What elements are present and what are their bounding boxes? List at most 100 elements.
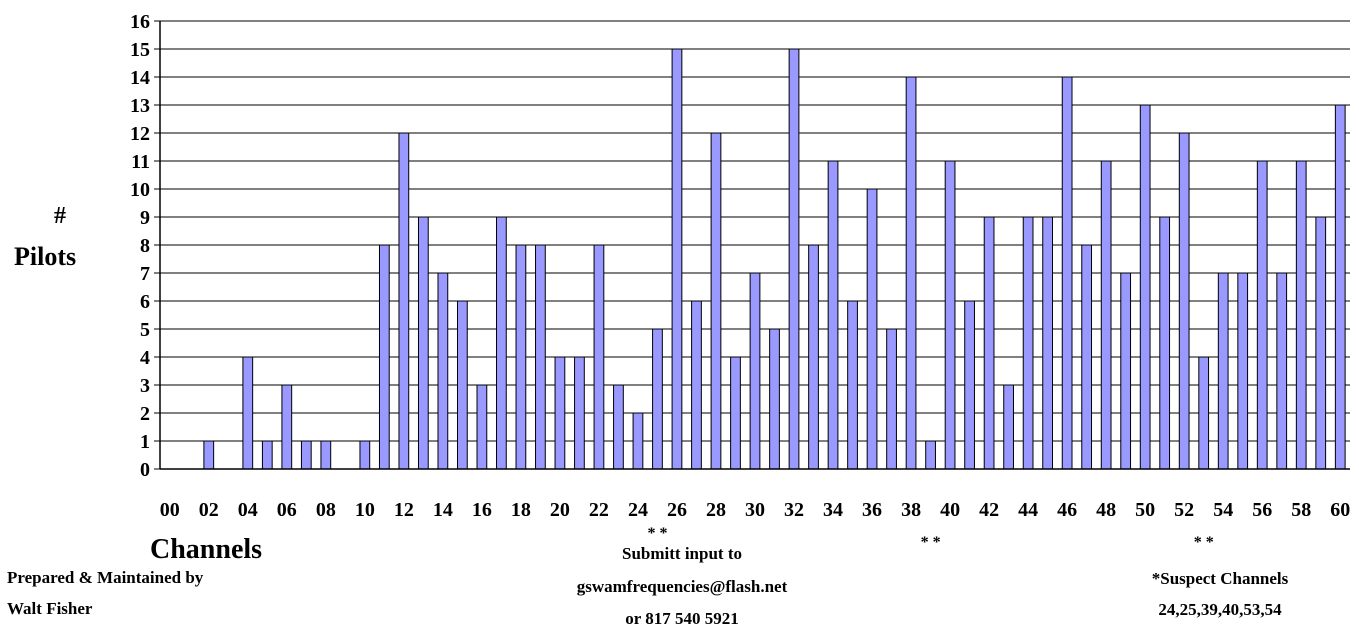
x-tick-label-54: 54	[1213, 499, 1233, 521]
y-tick-label: 9	[140, 207, 150, 229]
bar-33	[808, 244, 819, 470]
y-tick-label: 5	[140, 319, 150, 341]
bar-24	[632, 412, 644, 470]
bar-45	[1042, 216, 1053, 470]
bar-15	[457, 300, 468, 470]
axes	[154, 20, 1350, 470]
x-tick-label-02: 02	[199, 499, 219, 521]
bar-54	[1217, 272, 1229, 470]
prepared-by-line1: Prepared & Maintained by	[7, 568, 204, 587]
x-tick-label-28: 28	[706, 499, 726, 521]
submit-line1: Submitt input to	[622, 544, 742, 563]
bar-52	[1178, 132, 1190, 470]
y-tick-label: 7	[140, 263, 150, 285]
bar-42	[983, 216, 995, 470]
y-tick-label: 11	[131, 151, 150, 173]
x-tick-label-26: 26	[667, 499, 687, 521]
bar-16	[476, 384, 488, 470]
x-axis-label: Channels	[150, 534, 263, 565]
x-tick-label-36: 36	[862, 499, 882, 521]
y-axis-label-hash: #	[54, 203, 66, 229]
bar-55	[1237, 272, 1249, 470]
bar-08	[320, 440, 332, 470]
bar-50	[1139, 104, 1151, 470]
bar-32	[788, 48, 800, 470]
bar-02	[203, 440, 215, 470]
bar-56	[1256, 160, 1268, 470]
suspect-marks: * * * * * *	[647, 525, 1213, 551]
x-tick-label-00: 00	[160, 499, 180, 521]
bar-36	[866, 188, 878, 470]
bar-31	[769, 328, 780, 470]
prepared-by-line2: Walt Fisher	[7, 599, 93, 618]
bar-48	[1100, 160, 1112, 470]
bar-28	[710, 132, 722, 470]
x-tick-label-06: 06	[277, 499, 297, 521]
y-tick-label: 3	[140, 375, 150, 397]
bar-47	[1081, 244, 1093, 470]
bar-37	[886, 328, 897, 470]
bar-46	[1061, 76, 1073, 470]
y-tick-label: 15	[130, 39, 150, 61]
bar-44	[1022, 216, 1034, 470]
suspect-channels-title: *Suspect Channels	[1151, 569, 1289, 588]
bar-06	[281, 384, 293, 470]
x-tick-label-40: 40	[940, 499, 960, 521]
bar-53	[1198, 356, 1210, 470]
x-tick-label-34: 34	[823, 499, 843, 521]
bar-40	[944, 160, 956, 470]
y-tick-label: 14	[130, 67, 150, 89]
bar-18	[515, 244, 527, 470]
x-tick-label-58: 58	[1291, 499, 1311, 521]
suspect-mark: * *	[921, 534, 941, 551]
bar-59	[1315, 216, 1327, 470]
x-tick-label-16: 16	[472, 499, 492, 521]
suspect-mark: * *	[1194, 534, 1214, 551]
bar-19	[535, 244, 546, 470]
bar-series	[203, 48, 1346, 470]
bar-29	[730, 356, 741, 470]
submit-phone: or 817 540 5921	[625, 609, 739, 628]
x-tick-label-52: 52	[1174, 499, 1194, 521]
bar-49	[1120, 272, 1132, 470]
bar-23	[613, 384, 624, 470]
bar-51	[1159, 216, 1171, 470]
bar-04	[242, 356, 254, 470]
bar-60	[1334, 104, 1346, 470]
x-tick-label-10: 10	[355, 499, 375, 521]
bar-17	[496, 216, 507, 470]
bar-07	[300, 440, 312, 470]
bar-12	[398, 132, 410, 470]
x-tick-label-46: 46	[1057, 499, 1077, 521]
bar-30	[749, 272, 761, 470]
y-tick-label: 12	[130, 123, 150, 145]
bar-41	[964, 300, 975, 470]
y-tick-label: 1	[140, 431, 150, 453]
x-tick-label-42: 42	[979, 499, 999, 521]
bar-27	[691, 300, 702, 470]
bar-43	[1003, 384, 1014, 470]
x-tick-label-14: 14	[433, 499, 453, 521]
x-tick-label-38: 38	[901, 499, 921, 521]
bar-14	[437, 272, 449, 470]
x-tick-label-56: 56	[1252, 499, 1272, 521]
x-tick-label-30: 30	[745, 499, 765, 521]
bar-35	[847, 300, 858, 470]
bar-10	[359, 440, 371, 470]
suspect-channels-list: 24,25,39,40,53,54	[1158, 600, 1282, 619]
bar-20	[554, 356, 566, 470]
bar-11	[378, 244, 390, 470]
bar-58	[1295, 160, 1307, 470]
x-tick-label-44: 44	[1018, 499, 1038, 521]
bar-26	[671, 48, 683, 470]
y-tick-label: 6	[140, 291, 150, 313]
bar-57	[1276, 272, 1288, 470]
x-tick-label-04: 04	[238, 499, 258, 521]
y-tick-label: 0	[140, 459, 150, 481]
x-tick-label-20: 20	[550, 499, 570, 521]
x-tick-label-08: 08	[316, 499, 336, 521]
x-tick-label-22: 22	[589, 499, 609, 521]
x-tick-label-24: 24	[628, 499, 648, 521]
suspect-mark: * *	[647, 525, 667, 542]
